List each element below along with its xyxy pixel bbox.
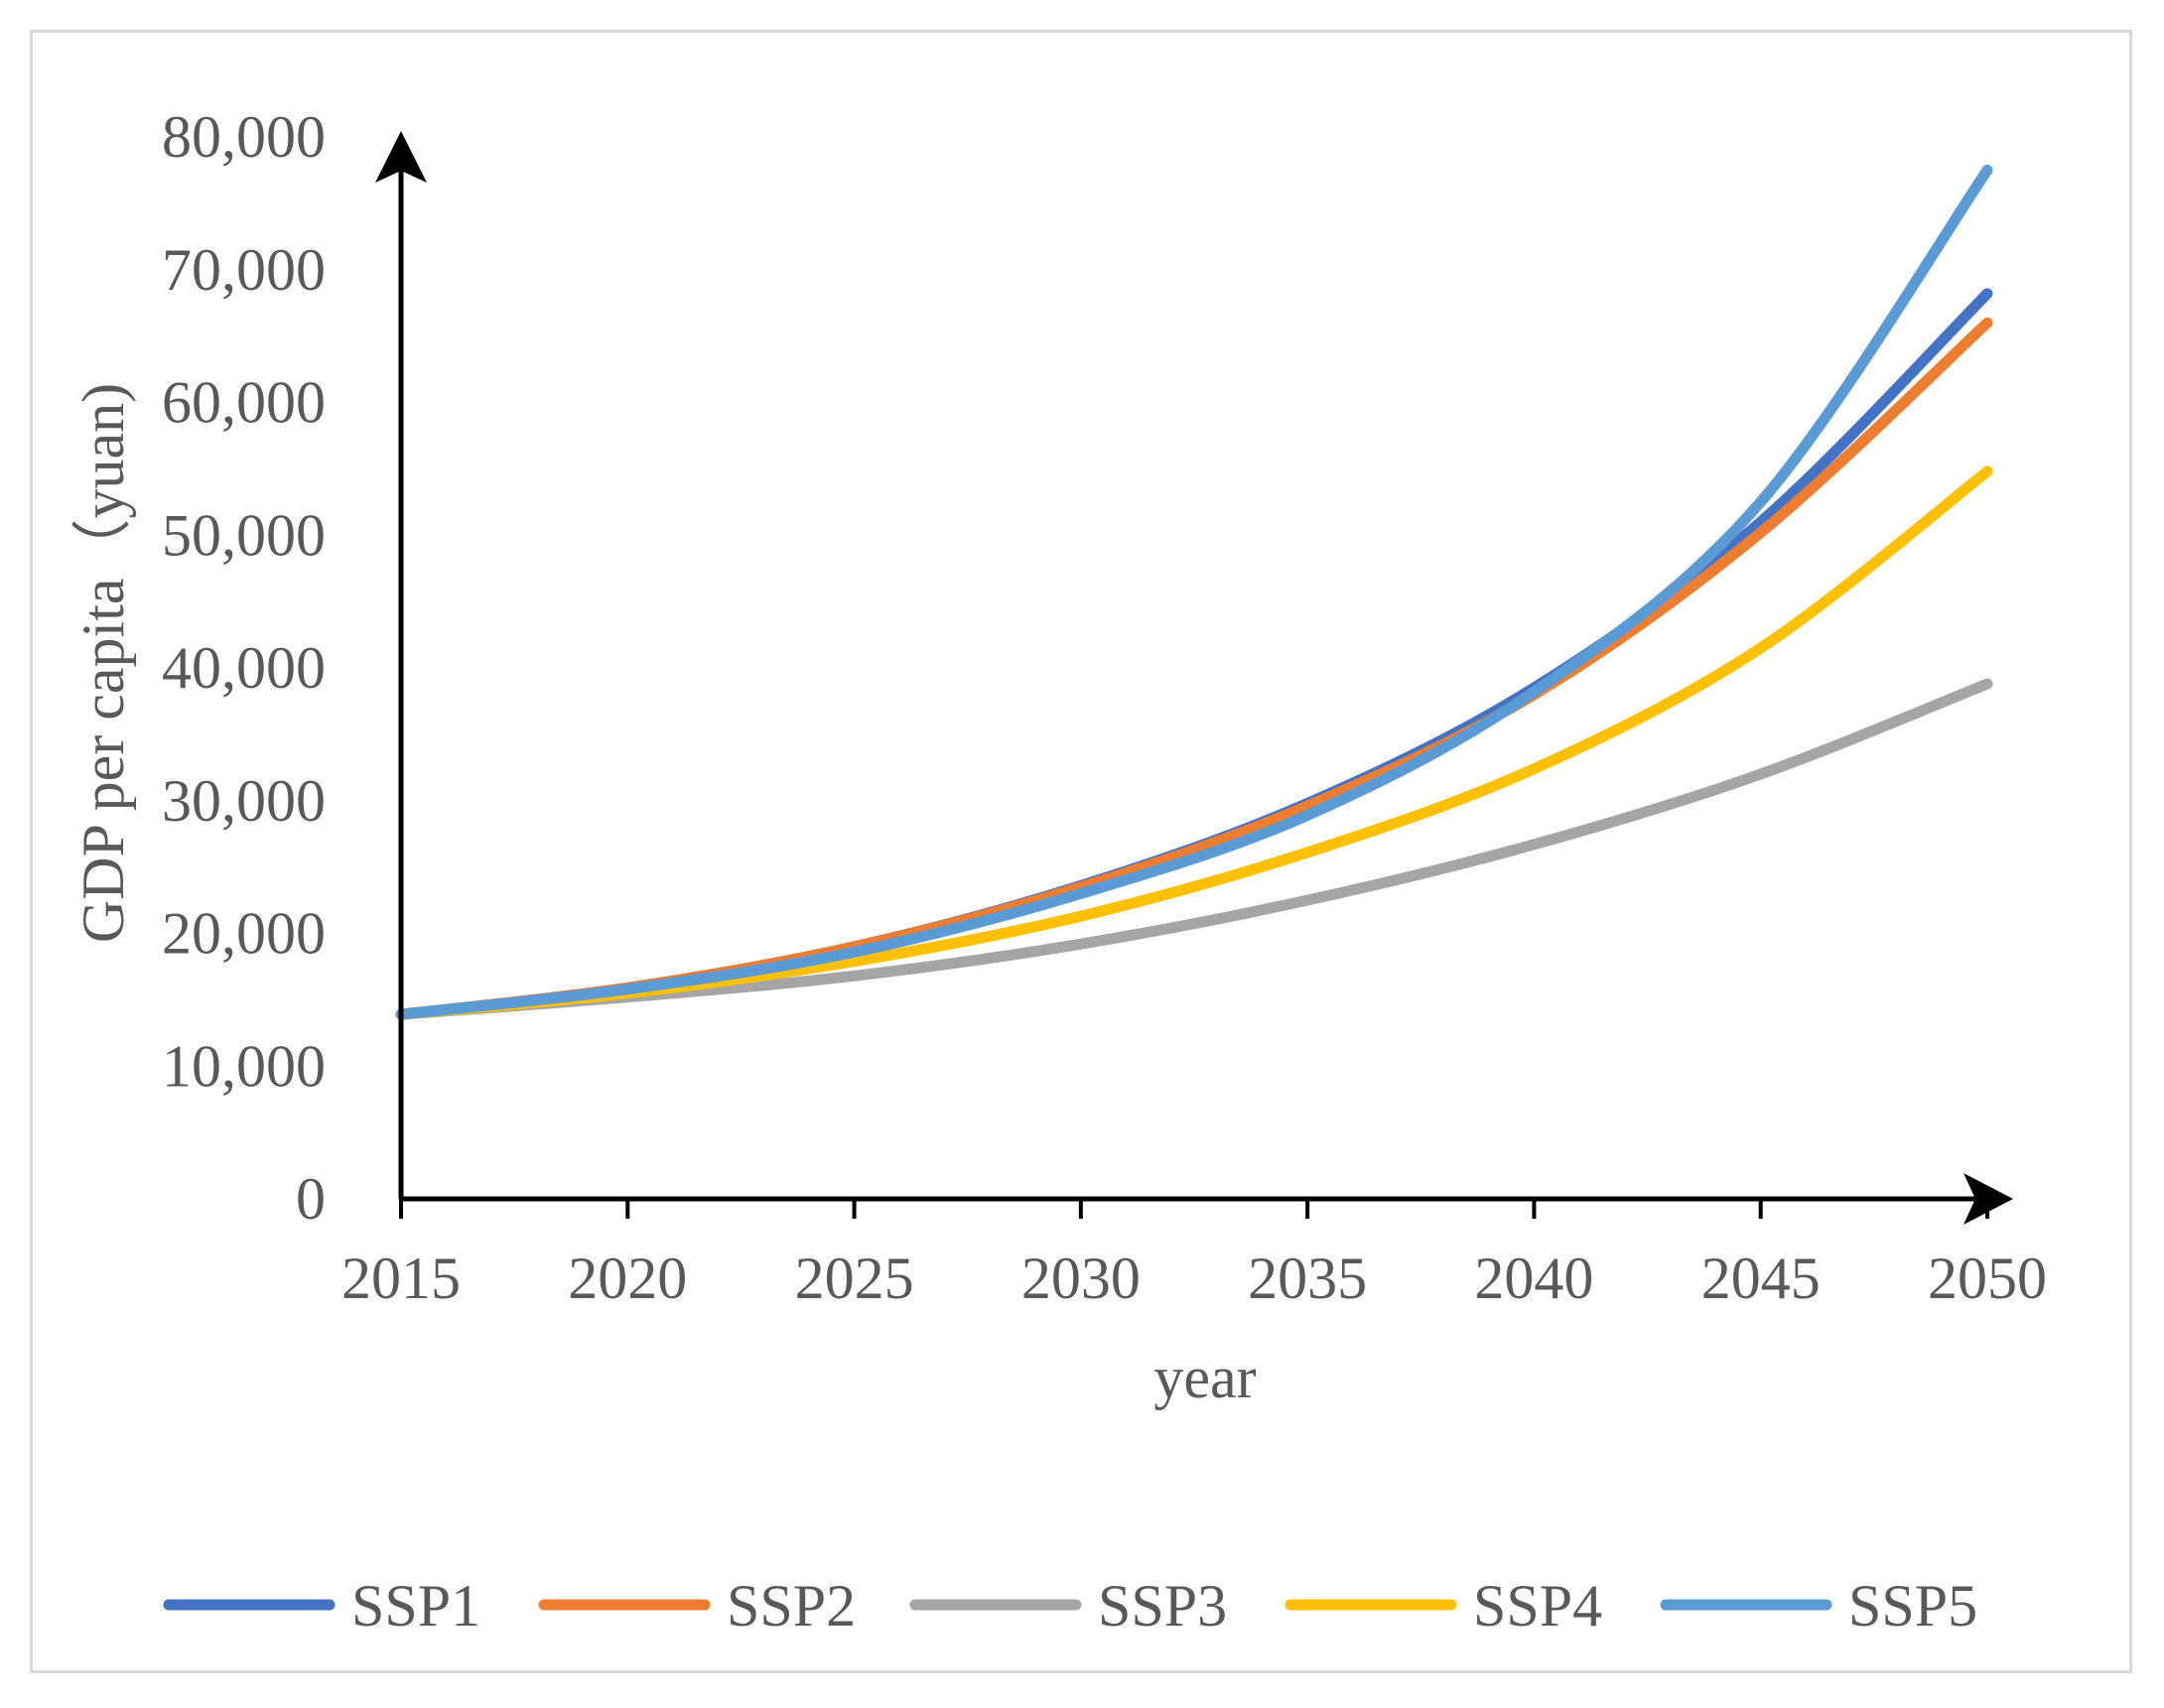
legend-label: SSP2 [727, 1573, 856, 1639]
y-axis-arrow-icon [375, 131, 427, 183]
legend-label: SSP3 [1098, 1573, 1227, 1639]
legend: SSP1 SSP2 SSP3 SSP4 SSP5 [163, 1573, 1977, 1639]
legend-item-ssp3: SSP3 [909, 1573, 1227, 1639]
x-tick-label: 2015 [341, 1246, 461, 1311]
legend-item-ssp4: SSP4 [1285, 1573, 1602, 1639]
legend-item-ssp1: SSP1 [163, 1573, 480, 1639]
series-lines [395, 164, 1993, 1020]
axes [375, 131, 2013, 1225]
y-axis-title: GDP per capita（yuan) [70, 383, 136, 943]
x-tick-label: 2040 [1474, 1246, 1593, 1311]
y-tick-label: 10,000 [162, 1033, 326, 1099]
x-tick-label: 2045 [1701, 1246, 1821, 1311]
series-line-ssp4 [395, 465, 1993, 1020]
y-axis-ticks: 0 10,000 20,000 30,000 40,000 50,000 60,000 70,… [162, 104, 326, 1232]
x-tick-label: 2050 [1928, 1246, 2047, 1311]
y-tick-label: 80,000 [162, 104, 326, 170]
y-tick-label: 0 [296, 1166, 326, 1232]
legend-label: SSP1 [351, 1573, 480, 1639]
series-line-ssp2 [395, 317, 1993, 1020]
x-axis-title: year [1153, 1345, 1256, 1410]
x-axis-arrow-icon [1963, 1173, 2013, 1225]
y-tick-label: 50,000 [162, 502, 326, 568]
x-tick-label: 2030 [1021, 1246, 1141, 1311]
x-tick-label: 2025 [795, 1246, 914, 1311]
y-tick-label: 60,000 [162, 370, 326, 436]
y-tick-label: 40,000 [162, 635, 326, 701]
x-tick-label: 2020 [568, 1246, 687, 1311]
legend-label: SSP5 [1848, 1573, 1977, 1639]
legend-label: SSP4 [1473, 1573, 1602, 1639]
x-axis-ticks: 2015 2020 2025 2030 2035 2040 2045 2050 [341, 1199, 2047, 1311]
y-tick-label: 30,000 [162, 768, 326, 834]
chart-frame [30, 30, 2132, 1673]
legend-item-ssp5: SSP5 [1660, 1573, 1977, 1639]
legend-item-ssp2: SSP2 [538, 1573, 856, 1639]
x-tick-label: 2035 [1248, 1246, 1367, 1311]
y-tick-label: 70,000 [162, 237, 326, 303]
series-line-ssp5 [395, 164, 1993, 1020]
y-tick-label: 20,000 [162, 901, 326, 967]
